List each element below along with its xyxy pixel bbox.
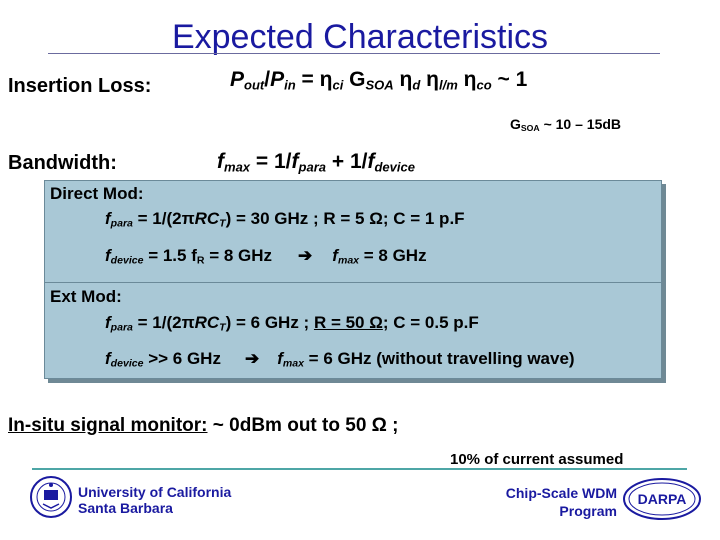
ext-mod-title: Ext Mod: [50, 287, 122, 306]
title-divider [48, 53, 660, 54]
slide-title: Expected Characteristics [171, 18, 549, 56]
insertion-loss-label: Insertion Loss: [8, 75, 152, 97]
insertion-loss-formula: Pout/Pin = ηci GSOA ηd ηl/m ηco ~ 1 [230, 68, 528, 93]
arrow-right-icon: ➔ [298, 246, 313, 265]
university-name: University of California Santa Barbara [78, 484, 232, 516]
direct-mod-fdevice-line: fdevice = 1.5 fR = 8 GHz ➔ fmax = 8 GHz [105, 246, 427, 267]
uc-seal-logo [30, 474, 72, 520]
direct-mod-title: Direct Mod: [50, 184, 144, 203]
gsoa-note: GSOA ~ 10 – 15dB [510, 116, 622, 134]
in-situ-line: In-situ signal monitor: ~ 0dBm out to 50… [8, 415, 399, 436]
arrow-right-icon: ➔ [244, 349, 260, 368]
svg-text:DARPA: DARPA [638, 491, 687, 507]
in-situ-label: In-situ signal monitor: [8, 415, 208, 436]
ext-mod-fdevice-line: fdevice >> 6 GHz ➔ fmax = 6 GHz (without t… [105, 349, 575, 370]
bandwidth-label: Bandwidth: [8, 152, 117, 174]
current-note: 10% of current assumed [450, 451, 624, 468]
ext-mod-fpara-line: fpara = 1/(2πRCT) = 6 GHz ; R = 50 Ω; C … [105, 313, 479, 334]
bandwidth-formula: fmax = 1/fpara + 1/fdevice [217, 150, 415, 175]
ext-mod-box [44, 282, 662, 379]
direct-mod-box [44, 180, 662, 284]
direct-mod-fpara-line: fpara = 1/(2πRCT) = 30 GHz ; R = 5 Ω; C … [105, 209, 465, 230]
footer-divider [32, 468, 687, 470]
program-name: Chip-Scale WDM Program [505, 485, 617, 519]
darpa-logo: DARPA [622, 476, 702, 522]
